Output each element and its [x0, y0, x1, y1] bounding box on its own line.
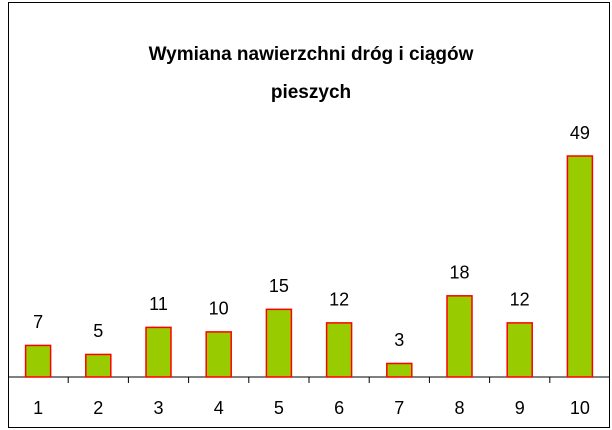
x-tick-label: 3 [153, 398, 163, 418]
bar [325, 322, 353, 378]
data-label: 49 [570, 123, 590, 143]
bar [145, 326, 172, 378]
x-tick-label: 4 [214, 398, 224, 418]
data-label: 11 [149, 294, 168, 314]
data-label: 5 [93, 321, 103, 341]
bar [24, 344, 52, 378]
x-tick-label: 1 [33, 398, 43, 418]
x-tick-label: 7 [394, 398, 404, 418]
bar [265, 308, 293, 378]
x-tick-label: 6 [334, 398, 344, 418]
bar [506, 322, 533, 378]
x-tick-label: 10 [570, 398, 590, 418]
data-label: 12 [510, 290, 530, 310]
bar [566, 155, 594, 378]
data-label: 18 [449, 263, 469, 283]
x-tick-label: 8 [454, 398, 464, 418]
x-tick-label: 9 [515, 398, 525, 418]
data-label: 7 [33, 312, 43, 332]
x-tick-label: 2 [93, 398, 103, 418]
chart-title: Wymiana nawierzchni dróg i ciągów pieszy… [148, 44, 474, 103]
bar [85, 353, 112, 378]
data-label: 12 [329, 290, 349, 310]
bar [446, 295, 473, 378]
data-label: 3 [394, 330, 404, 350]
data-label: 10 [209, 299, 229, 319]
bar [386, 362, 413, 378]
x-tick-label: 5 [274, 398, 284, 418]
data-label: 15 [269, 276, 289, 296]
bar [205, 331, 232, 378]
